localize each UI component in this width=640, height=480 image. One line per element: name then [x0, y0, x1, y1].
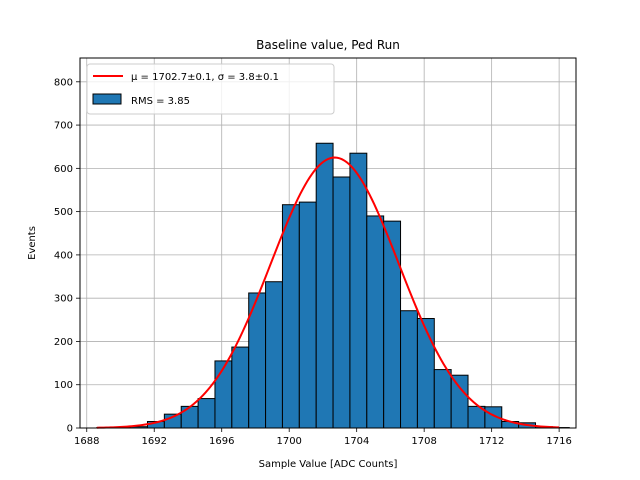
- x-tick-label: 1696: [209, 436, 234, 447]
- chart-title: Baseline value, Ped Run: [256, 38, 400, 52]
- y-tick-label: 200: [54, 337, 73, 348]
- x-tick-label: 1688: [74, 436, 99, 447]
- histogram-bar: [231, 346, 250, 429]
- x-tick-label: 1708: [411, 436, 436, 447]
- x-axis-label: Sample Value [ADC Counts]: [259, 459, 398, 470]
- histogram-bar: [366, 215, 385, 429]
- fit-curve-layer: [96, 156, 560, 429]
- legend-box: [86, 63, 335, 115]
- x-tick-label: 1700: [276, 436, 301, 447]
- histogram-bar: [315, 142, 334, 429]
- histogram-bar: [383, 220, 402, 429]
- axis-ticks: 1688 1692 1696 1700 1704 1708 1712 1716 0 100 200 3…: [54, 77, 572, 447]
- y-tick-label: 300: [54, 294, 73, 305]
- histogram-bar: [332, 176, 351, 429]
- histogram-bar: [416, 318, 435, 429]
- x-tick-label: 1712: [479, 436, 504, 447]
- plot-frame: [79, 57, 577, 429]
- histogram-bar: [450, 374, 469, 429]
- histogram-bar: [400, 310, 418, 429]
- legend: μ = 1702.7±0.1, σ = 3.8±0.1 RMS = 3.85: [86, 63, 335, 115]
- gaussian-fit-curve: [96, 156, 560, 429]
- y-axis-label: Events: [27, 226, 38, 260]
- histogram-bar: [197, 398, 216, 429]
- x-tick-label: 1692: [142, 436, 167, 447]
- histogram-bar: [433, 369, 452, 429]
- histogram-bar: [214, 360, 233, 429]
- histogram-bar: [349, 152, 368, 429]
- legend-histogram-label: RMS = 3.85: [131, 96, 190, 107]
- legend-histogram-swatch: [92, 93, 122, 105]
- x-tick-label: 1704: [344, 436, 369, 447]
- y-tick-label: 500: [54, 207, 73, 218]
- histogram-bar: [281, 204, 300, 429]
- y-tick-label: 100: [54, 380, 73, 391]
- histogram-bar: [180, 405, 199, 429]
- y-tick-label: 400: [54, 250, 73, 261]
- histogram-bar: [298, 201, 317, 429]
- legend-fit-label: μ = 1702.7±0.1, σ = 3.8±0.1: [131, 72, 279, 83]
- y-tick-label: 600: [54, 164, 73, 175]
- y-tick-label: 800: [54, 77, 73, 88]
- y-tick-label: 700: [54, 121, 73, 132]
- x-tick-label: 1716: [546, 436, 571, 447]
- y-tick-label: 0: [67, 424, 73, 435]
- histogram-bar: [265, 281, 283, 429]
